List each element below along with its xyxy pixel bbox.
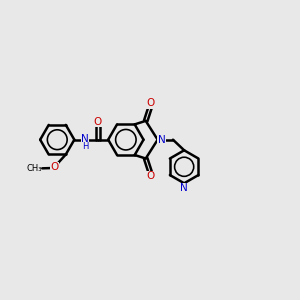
Text: H: H xyxy=(82,142,88,151)
Text: CH₃: CH₃ xyxy=(26,164,42,173)
Text: O: O xyxy=(147,98,155,109)
Text: N: N xyxy=(180,183,188,193)
Text: O: O xyxy=(147,171,155,181)
Text: N: N xyxy=(158,135,165,145)
Text: O: O xyxy=(94,117,102,127)
Text: O: O xyxy=(50,162,59,172)
Text: N: N xyxy=(81,134,89,144)
